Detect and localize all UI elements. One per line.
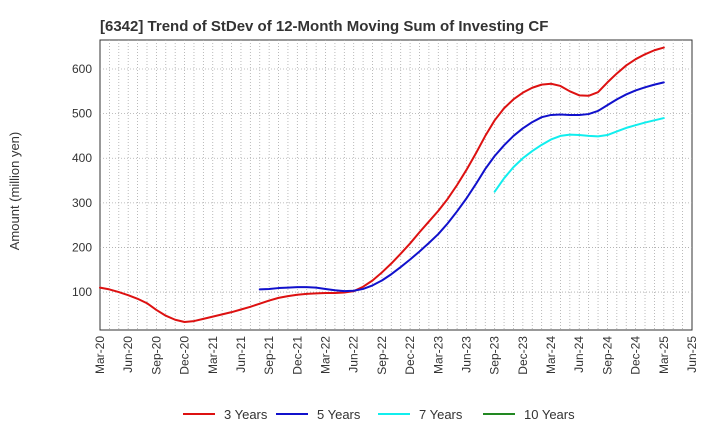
series-line-7-years — [493, 117, 665, 193]
legend-item-7-years: 7 Years — [378, 407, 463, 422]
x-tick-label: Sep-24 — [600, 336, 614, 375]
x-tick-label: Jun-22 — [347, 336, 361, 373]
plot-area — [99, 39, 693, 331]
legend-label: 10 Years — [524, 407, 575, 422]
x-tick-label: Mar-24 — [544, 336, 558, 374]
y-tick-label: 200 — [72, 240, 92, 254]
x-tick-label: Jun-20 — [121, 336, 135, 373]
x-tick-label: Jun-23 — [459, 336, 473, 373]
y-tick-label: 100 — [72, 285, 92, 299]
x-tick-label: Mar-20 — [93, 336, 107, 374]
x-tick-label: Jun-25 — [685, 336, 699, 373]
legend-item-3-years: 3 Years — [183, 407, 268, 422]
x-tick-label: Sep-20 — [149, 336, 163, 375]
legend-label: 7 Years — [419, 407, 463, 422]
y-axis-label: Amount (million yen) — [7, 132, 22, 251]
y-tick-label: 300 — [72, 196, 92, 210]
x-tick-label: Mar-22 — [319, 336, 333, 374]
x-tick-label: Mar-23 — [431, 336, 445, 374]
x-tick-label: Jun-24 — [572, 336, 586, 373]
series-line-5-years — [258, 81, 665, 293]
y-tick-label: 500 — [72, 107, 92, 121]
x-tick-label: Dec-22 — [403, 336, 417, 375]
x-tick-label: Sep-21 — [262, 336, 276, 375]
x-tick-label: Jun-21 — [234, 336, 248, 373]
y-tick-label: 600 — [72, 62, 92, 76]
x-tick-label: Dec-21 — [290, 336, 304, 375]
chart-title: [6342] Trend of StDev of 12-Month Moving… — [100, 18, 548, 35]
x-tick-label: Dec-24 — [629, 336, 643, 375]
series-line-3-years — [99, 46, 665, 323]
legend-item-10-years: 10 Years — [483, 407, 575, 422]
legend-item-5-years: 5 Years — [276, 407, 361, 422]
x-tick-label: Sep-23 — [488, 336, 502, 375]
x-tick-label: Dec-23 — [516, 336, 530, 375]
x-tick-label: Mar-21 — [206, 336, 220, 374]
x-tick-label: Mar-25 — [657, 336, 671, 374]
x-tick-label: Dec-20 — [178, 336, 192, 375]
legend-label: 5 Years — [317, 407, 361, 422]
legend-label: 3 Years — [224, 407, 268, 422]
y-tick-label: 400 — [72, 151, 92, 165]
x-tick-label: Sep-22 — [375, 336, 389, 375]
